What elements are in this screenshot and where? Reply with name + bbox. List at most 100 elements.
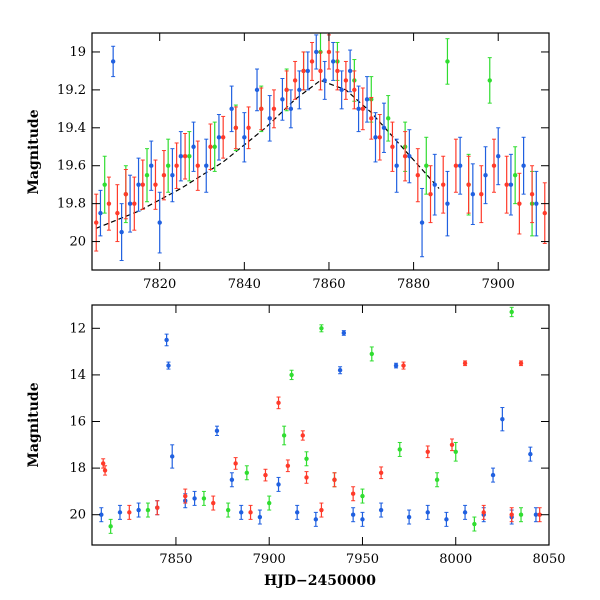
top-series-0-point (254, 68, 260, 112)
data-marker (343, 78, 349, 83)
data-marker (453, 163, 459, 168)
data-marker (225, 507, 231, 513)
data-marker (183, 493, 188, 499)
data-marker (233, 125, 239, 130)
data-marker (123, 191, 129, 197)
bottom-series-0-point (360, 511, 365, 527)
top-series-2-point (271, 89, 277, 129)
top-series-2-point (377, 114, 382, 161)
data-marker (140, 182, 145, 187)
bottom-series-1-point (108, 518, 113, 534)
top-series-0-point (347, 49, 353, 93)
data-marker (271, 106, 277, 112)
data-marker (521, 163, 526, 168)
top-series-0-point (534, 170, 539, 237)
bottom-series-0-point (117, 504, 123, 520)
data-marker (164, 337, 169, 343)
bottom-y-tick-label: 12 (69, 321, 86, 336)
bottom-series-0-point (99, 507, 104, 523)
top-series-2-point (220, 115, 226, 159)
data-marker (462, 361, 468, 366)
top-series-2-point (153, 159, 158, 210)
data-marker (330, 59, 336, 64)
bottom-series-1-point (304, 451, 309, 467)
data-marker (518, 361, 524, 366)
bottom-series-1-point (225, 502, 231, 518)
bottom-series-0-point (341, 330, 347, 336)
data-marker (397, 447, 402, 452)
bottom-y-axis-label: Magnitude (26, 382, 42, 467)
bottom-panel: 7850 7900 7950 8000 8050 12 14 16 18 20 Magnitude… (26, 304, 566, 589)
data-marker (534, 201, 539, 206)
data-marker (470, 191, 476, 197)
data-marker (276, 400, 281, 406)
data-marker (453, 449, 458, 454)
bottom-series-1-point (244, 465, 250, 481)
data-marker (309, 59, 315, 64)
top-series-2-point (208, 123, 213, 171)
top-series-0-point (373, 112, 378, 163)
top-series-1-point (487, 57, 492, 104)
bottom-series-0-point (294, 504, 300, 520)
top-series-2-point (182, 132, 188, 180)
data-marker (332, 477, 337, 482)
bottom-y-tick-label: 14 (69, 368, 86, 383)
bottom-series-0-point (276, 476, 281, 492)
top-series-2-point (352, 70, 357, 110)
data-marker (149, 163, 154, 168)
top-series-1-point (144, 148, 150, 203)
bottom-series-2-point (319, 502, 324, 518)
bottom-axes-ticks: 7850 7900 7950 8000 8050 12 14 16 18 20 (69, 305, 566, 567)
data-marker (318, 68, 323, 74)
top-series-0-point (216, 114, 222, 161)
data-marker (288, 106, 294, 112)
data-marker (267, 500, 272, 506)
bottom-series-0-point (490, 467, 496, 483)
bottom-series-1-point (369, 346, 374, 362)
bottom-plot-area (99, 306, 542, 534)
data-marker (434, 477, 440, 482)
bottom-series-2-point (462, 360, 468, 367)
data-marker (449, 442, 455, 448)
data-marker (509, 309, 514, 315)
top-series-2-point (115, 184, 120, 243)
top-y-axis-label: Magnitude (26, 109, 42, 194)
top-series-0-point (330, 41, 336, 81)
data-marker (191, 144, 196, 149)
top-series-1-point (512, 146, 518, 205)
bottom-series-1-point (434, 472, 440, 488)
data-marker (504, 182, 509, 187)
bottom-series-2-point (449, 438, 455, 452)
bottom-x-tick-label: 8050 (532, 552, 565, 567)
top-series-2-point (301, 51, 306, 91)
data-marker (415, 173, 421, 178)
data-marker (242, 135, 247, 140)
data-marker (267, 116, 272, 121)
data-marker (364, 97, 370, 102)
top-panel-frame (91, 32, 550, 271)
bottom-panel-frame (91, 304, 550, 546)
top-series-2-point (106, 176, 112, 231)
bottom-series-1-point (360, 488, 365, 504)
bottom-series-2-point (378, 466, 384, 480)
bottom-y-tick-label: 18 (69, 461, 86, 476)
data-marker (281, 433, 287, 438)
top-y-tick-label: 19.6 (57, 159, 86, 174)
data-marker (292, 78, 298, 83)
data-marker (445, 59, 450, 64)
data-marker (208, 144, 213, 149)
data-marker (394, 163, 399, 168)
data-marker (144, 173, 150, 178)
data-marker (326, 49, 332, 55)
data-marker (533, 512, 539, 517)
top-series-2-point (123, 169, 129, 220)
bottom-series-1-point (319, 324, 324, 333)
top-series-2-point (292, 60, 298, 100)
top-x-tick-label: 7880 (397, 277, 430, 292)
data-marker (425, 510, 430, 515)
data-marker (419, 220, 425, 225)
data-marker (102, 468, 108, 473)
top-series-0-point (305, 51, 311, 91)
data-marker (347, 68, 353, 74)
